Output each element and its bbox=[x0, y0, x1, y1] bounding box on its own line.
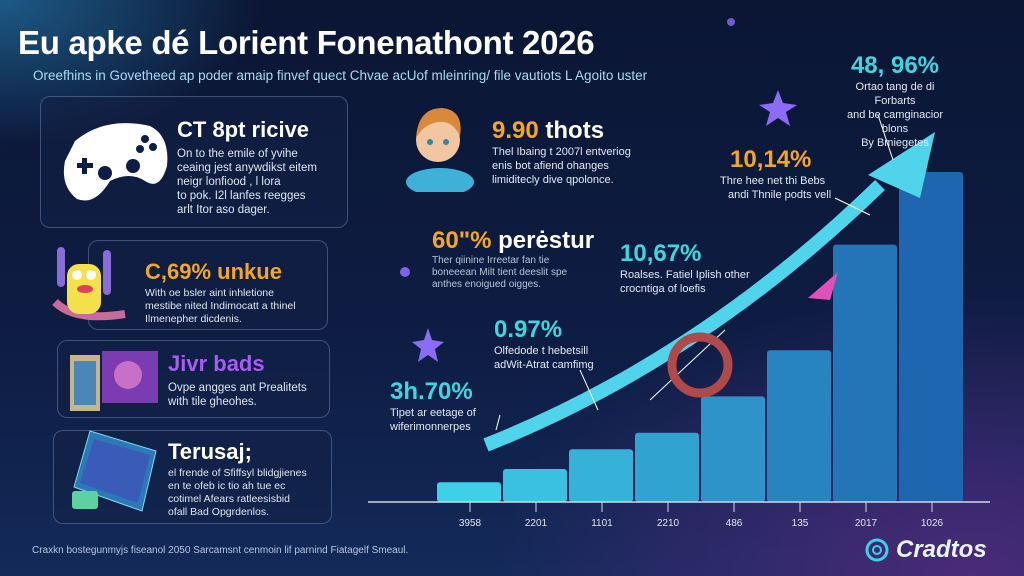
annotation-leader-line bbox=[834, 197, 871, 216]
annotation-desc: Tipet ar eetage of bbox=[390, 407, 476, 419]
info-card-mascot: C,69% unkue With oe bsler aint inhletion… bbox=[88, 240, 328, 330]
footer-text: Craxkn bostegunmyjs fiseanol 2050 Sarcam… bbox=[32, 545, 409, 556]
star-icon bbox=[400, 267, 410, 277]
card-title: CT 8pt ricive bbox=[177, 117, 310, 142]
chart-bar bbox=[635, 432, 699, 502]
chart-bar bbox=[503, 469, 567, 502]
annotation-10-14: 10,14% Thre hee net thi Bebs andi Thnile … bbox=[720, 146, 832, 202]
card-desc-line: Ilmenepher dicdenis. bbox=[145, 313, 242, 325]
x-tick-label: 1026 bbox=[921, 518, 944, 529]
card-desc-line: With oe bsler aint inhletione bbox=[145, 287, 274, 299]
ring-decoration bbox=[667, 332, 733, 398]
chart-bar bbox=[833, 244, 897, 502]
card-title: Jivr bads bbox=[168, 351, 265, 376]
x-tick-label: 2210 bbox=[657, 518, 680, 529]
chart-bar bbox=[437, 482, 501, 502]
card-desc-line: mestibe nited Indimocatt a thinel bbox=[145, 300, 296, 312]
annotation-label: thots bbox=[538, 117, 605, 144]
brand-logo: Cradtos bbox=[864, 536, 987, 564]
annotation-desc: boneeean Milt tient deeslit spe bbox=[432, 267, 568, 278]
avatar-illustration bbox=[406, 108, 474, 192]
cartoon-mascot-icon bbox=[52, 247, 126, 321]
card-desc-line: arlt Itor aso dager. bbox=[177, 204, 270, 216]
annotation-3h-70: 3h.70% Tipet ar eetage of wiferimonnerpes bbox=[390, 378, 476, 434]
annotation-desc: Ortao tang de di Forbarts bbox=[855, 81, 935, 107]
annotation-value: 9.90 bbox=[492, 117, 539, 144]
chart-bar bbox=[899, 172, 963, 502]
card-desc-line: Ovpe angges ant Prealitets bbox=[168, 382, 307, 394]
annotation-thots: 9.90 thots Thel Ibaing t 2007l entveriog… bbox=[492, 117, 631, 187]
annotation-desc: Olfedode t hebetsill bbox=[494, 345, 589, 357]
card-desc-line: cotimel Afears ratleesisbid bbox=[168, 493, 290, 505]
annotation-desc: adWit-Atrat camfimg bbox=[494, 359, 594, 371]
annotation-desc: By Bmiegetes bbox=[861, 137, 929, 149]
logo-icon bbox=[865, 538, 889, 562]
annotation-leader-line bbox=[877, 114, 894, 161]
annotation-value: 60"% bbox=[432, 227, 492, 254]
annotation-desc: enis bot afiend ohanges bbox=[492, 160, 609, 172]
card-desc-line: en te ofeb ic tio ah tue ec bbox=[168, 480, 286, 492]
annotation-value: 48, 96% bbox=[850, 52, 940, 79]
x-tick-label: 2201 bbox=[525, 518, 548, 529]
logo-text: Cradtos bbox=[896, 536, 987, 563]
game-screen-icon bbox=[72, 430, 157, 512]
annotation-desc: crocntiga of loefis bbox=[620, 283, 706, 295]
page-title: Eu apke dé Lorient Fonenathont 2026 bbox=[18, 24, 595, 61]
annotation-value: 3h.70% bbox=[390, 378, 473, 405]
x-tick-label: 2017 bbox=[855, 518, 878, 529]
chart-bar bbox=[701, 396, 765, 502]
star-icon bbox=[759, 90, 797, 126]
kite-decoration bbox=[808, 272, 838, 300]
card-title: Terusaj; bbox=[168, 439, 252, 464]
card-desc-line: ofall Bad Opgrdenlos. bbox=[168, 506, 269, 518]
card-desc-line: ceaing jest anywdikst eitem bbox=[177, 162, 317, 174]
card-desc-line: On to the emile of yvihe bbox=[177, 148, 298, 160]
star-icon bbox=[412, 328, 444, 362]
card-desc-line: el frende of Sfiffsyl blidgjienes bbox=[168, 467, 307, 479]
info-card-screen: Terusaj; el frende of Sfiffsyl blidgjien… bbox=[53, 430, 332, 524]
annotation-desc: wiferimonnerpes bbox=[390, 421, 471, 433]
game-boxes-icon bbox=[70, 351, 158, 411]
annotation-0-97: 0.97% Olfedode t hebetsill adWit-Atrat ca… bbox=[494, 316, 594, 372]
x-tick-label: 135 bbox=[792, 518, 809, 529]
page-subtitle: Oreefhins in Govetheed ap poder amaip fi… bbox=[33, 68, 648, 83]
x-tick-label: 3958 bbox=[459, 518, 482, 529]
annotation-desc: Thre hee net thi Bebs bbox=[720, 175, 826, 187]
annotation-value: 0.97% bbox=[494, 316, 563, 343]
annotation-desc: and be camginacior blons bbox=[846, 109, 943, 135]
annotation-desc: Ther qiinine Irreetar fan tie bbox=[432, 255, 550, 266]
info-card-controller: CT 8pt ricive On to the emile of yvihe c… bbox=[40, 96, 348, 228]
chart-bar bbox=[569, 449, 633, 502]
annotation-perestur: 60"% perėstur Ther qiinine Irreetar fan … bbox=[432, 227, 594, 291]
chart-bar bbox=[767, 350, 831, 502]
annotation-48-96: 48, 96% Ortao tang de di Forbarts and be … bbox=[835, 52, 955, 150]
card-title: C,69% unkue bbox=[145, 259, 282, 284]
annotation-label: perėstur bbox=[491, 227, 595, 254]
annotation-10-67: 10,67% Roalses. Fatiel Iplish other crocn… bbox=[620, 240, 750, 296]
x-tick-label: 1101 bbox=[591, 518, 613, 529]
annotation-value: 10,14% bbox=[730, 146, 812, 173]
annotation-leader-line bbox=[579, 369, 599, 411]
trend-arrow-head bbox=[868, 132, 935, 198]
card-desc-line: to pok. I2l lanfes reegges bbox=[177, 190, 306, 202]
annotation-desc: anthes enoigued oigges. bbox=[432, 279, 541, 290]
annotation-leader-line bbox=[495, 414, 501, 431]
annotation-desc: Thel Ibaing t 2007l entveriog bbox=[492, 146, 631, 158]
annotation-desc: Roalses. Fatiel Iplish other bbox=[620, 269, 750, 281]
card-desc-line: neigr lonfiood , l lora bbox=[177, 176, 281, 188]
annotation-desc: andi Thnile podts vell bbox=[728, 189, 832, 201]
card-desc-line: with tile gheohes. bbox=[168, 396, 257, 408]
annotation-value: 10,67% bbox=[620, 240, 702, 267]
star-icon bbox=[727, 18, 735, 26]
info-card-boxes: Jivr bads Ovpe angges ant Prealitets wit… bbox=[57, 340, 330, 418]
gamepad-icon bbox=[63, 123, 168, 201]
x-tick-label: 486 bbox=[726, 518, 743, 529]
annotation-desc: limiditecly dive qpolonce. bbox=[492, 174, 614, 186]
